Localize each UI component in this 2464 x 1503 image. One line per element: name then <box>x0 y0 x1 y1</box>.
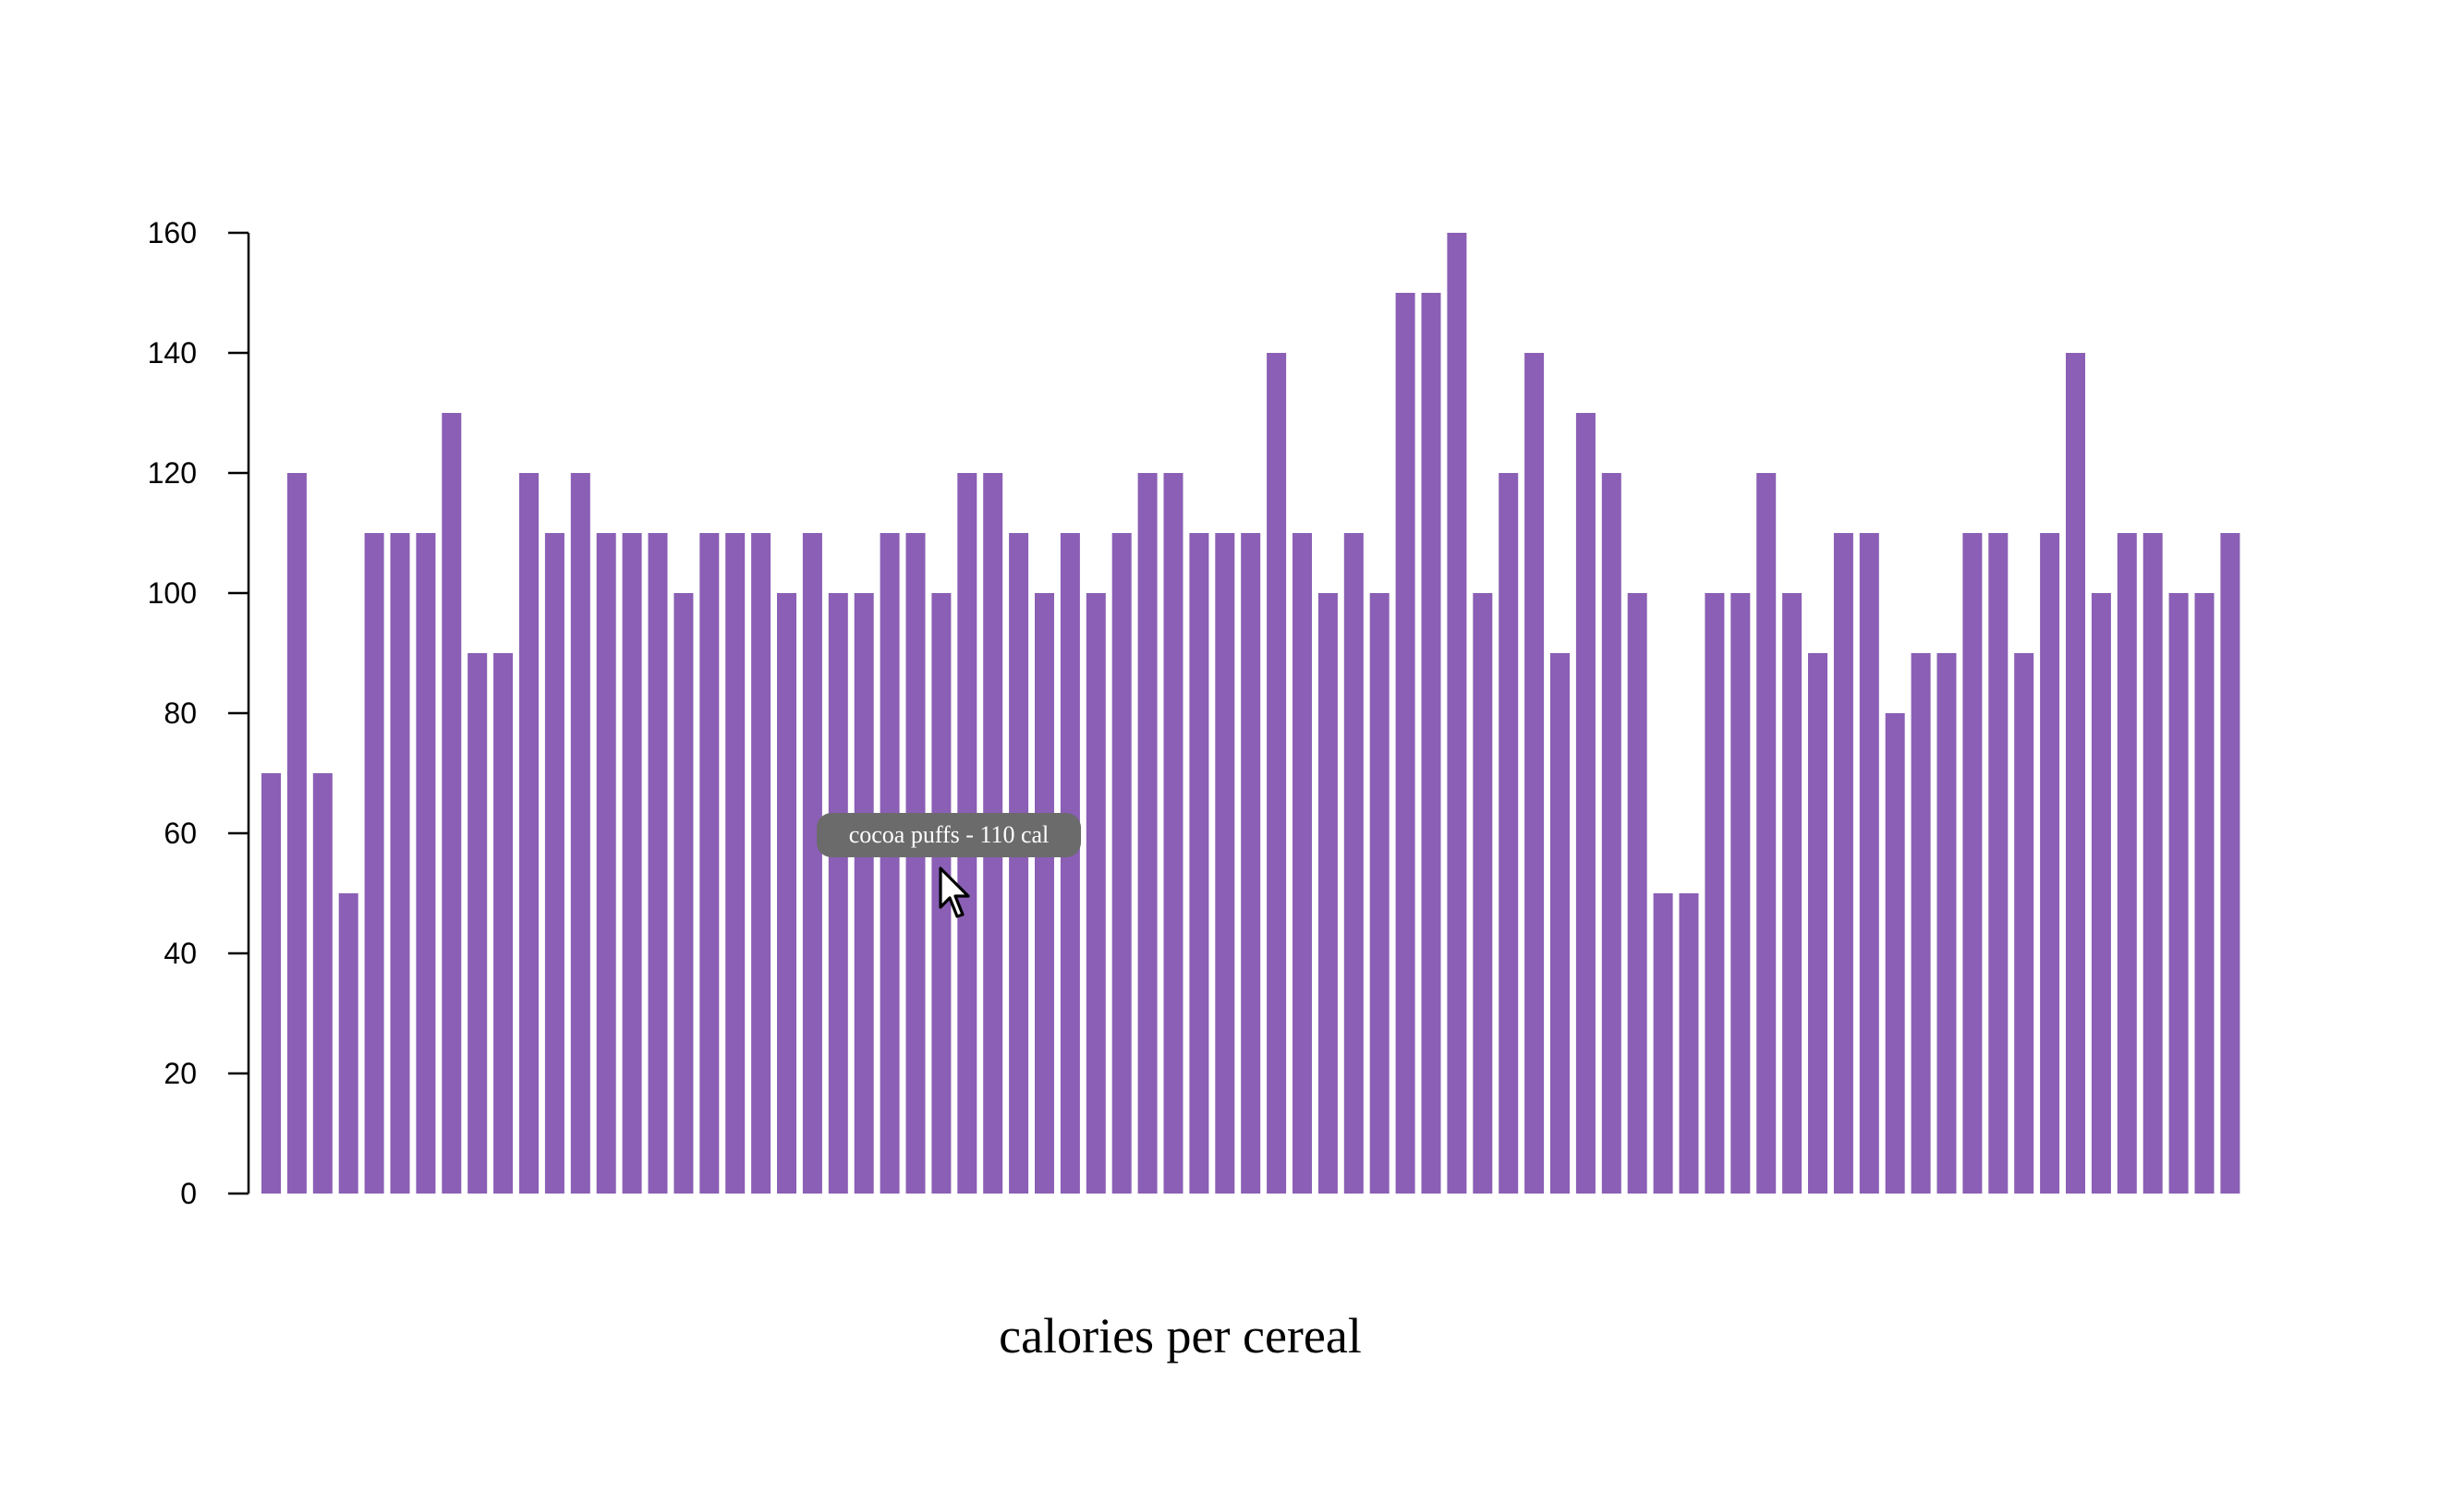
bar[interactable] <box>338 893 358 1194</box>
bar[interactable] <box>1575 413 1596 1194</box>
bar[interactable] <box>416 533 436 1194</box>
bar[interactable] <box>493 653 514 1194</box>
bar[interactable] <box>570 473 590 1194</box>
bar[interactable] <box>442 413 462 1194</box>
bar[interactable] <box>2040 533 2060 1194</box>
bar[interactable] <box>544 533 564 1194</box>
bar[interactable] <box>699 533 720 1194</box>
bar[interactable] <box>802 533 822 1194</box>
y-tick-label: 20 <box>164 1057 197 1090</box>
bar[interactable] <box>2194 593 2215 1194</box>
bar[interactable] <box>2091 593 2111 1194</box>
bar[interactable] <box>1653 893 1673 1194</box>
bar[interactable] <box>777 593 796 1194</box>
bar[interactable] <box>1317 593 1338 1194</box>
bar[interactable] <box>1524 353 1545 1194</box>
bar[interactable] <box>648 533 668 1194</box>
bar[interactable] <box>1241 533 1261 1194</box>
y-tick-label: 0 <box>180 1177 197 1210</box>
bar[interactable] <box>674 593 694 1194</box>
y-tick-label: 160 <box>148 216 197 249</box>
bar[interactable] <box>1962 533 1983 1194</box>
y-tick-label: 100 <box>148 576 197 610</box>
bar[interactable] <box>1499 473 1519 1194</box>
bar[interactable] <box>622 533 642 1194</box>
bar[interactable] <box>1447 233 1467 1194</box>
bar[interactable] <box>1343 533 1364 1194</box>
bar[interactable] <box>1859 533 1879 1194</box>
bar[interactable] <box>364 533 384 1194</box>
y-tick-label: 140 <box>148 336 197 370</box>
bar[interactable] <box>2220 533 2240 1194</box>
bar[interactable] <box>1086 593 1106 1194</box>
x-axis-title: calories per cereal <box>999 1308 1362 1364</box>
bar[interactable] <box>1421 293 1441 1194</box>
bar[interactable] <box>1627 593 1647 1194</box>
bar[interactable] <box>1936 653 1957 1194</box>
bar[interactable] <box>1679 893 1699 1194</box>
bar[interactable] <box>1189 533 1209 1194</box>
y-axis: 0 20 40 60 80 100 120 140 160 <box>148 216 250 1210</box>
bar[interactable] <box>596 533 616 1194</box>
bar[interactable] <box>1885 713 1905 1194</box>
bar[interactable] <box>390 533 410 1194</box>
bar[interactable] <box>1395 293 1415 1194</box>
bar[interactable] <box>1163 473 1183 1194</box>
bar[interactable] <box>2117 533 2137 1194</box>
bar[interactable] <box>905 533 926 1194</box>
bar[interactable] <box>751 533 771 1194</box>
bar[interactable] <box>1808 653 1827 1194</box>
y-tick-label: 80 <box>164 697 197 730</box>
bar[interactable] <box>1111 533 1132 1194</box>
bar[interactable] <box>1705 593 1725 1194</box>
bar[interactable] <box>1137 473 1158 1194</box>
bar[interactable] <box>1911 653 1931 1194</box>
bar-tooltip: cocoa puffs - 110 cal <box>817 813 1081 857</box>
bar[interactable] <box>1756 473 1777 1194</box>
bar[interactable] <box>1009 533 1029 1194</box>
bar[interactable] <box>2066 353 2085 1194</box>
bars <box>261 233 2240 1194</box>
bar[interactable] <box>1550 653 1570 1194</box>
bar[interactable] <box>1369 593 1390 1194</box>
y-tick-label: 60 <box>164 817 197 850</box>
bar[interactable] <box>1060 533 1080 1194</box>
bar[interactable] <box>261 773 281 1194</box>
bar[interactable] <box>1035 593 1054 1194</box>
bar[interactable] <box>1833 533 1853 1194</box>
bar[interactable] <box>1473 593 1493 1194</box>
bar[interactable] <box>2168 593 2189 1194</box>
bar[interactable] <box>828 593 848 1194</box>
bar[interactable] <box>1267 353 1287 1194</box>
mouse-cursor-icon <box>939 867 970 918</box>
bar[interactable] <box>286 473 307 1194</box>
bar[interactable] <box>880 533 900 1194</box>
bar[interactable] <box>1601 473 1621 1194</box>
bar[interactable] <box>2142 533 2163 1194</box>
bar[interactable] <box>1782 593 1802 1194</box>
bar[interactable] <box>1215 533 1235 1194</box>
bar[interactable] <box>312 773 333 1194</box>
bar[interactable] <box>1730 593 1751 1194</box>
bar[interactable] <box>2014 653 2034 1194</box>
y-tick-label: 40 <box>164 937 197 970</box>
y-tick-label: 120 <box>148 456 197 490</box>
bar[interactable] <box>854 593 874 1194</box>
bar[interactable] <box>1988 533 2009 1194</box>
bar[interactable] <box>519 473 539 1194</box>
bar[interactable] <box>725 533 746 1194</box>
bar[interactable] <box>467 653 488 1194</box>
bar[interactable] <box>1293 533 1312 1194</box>
